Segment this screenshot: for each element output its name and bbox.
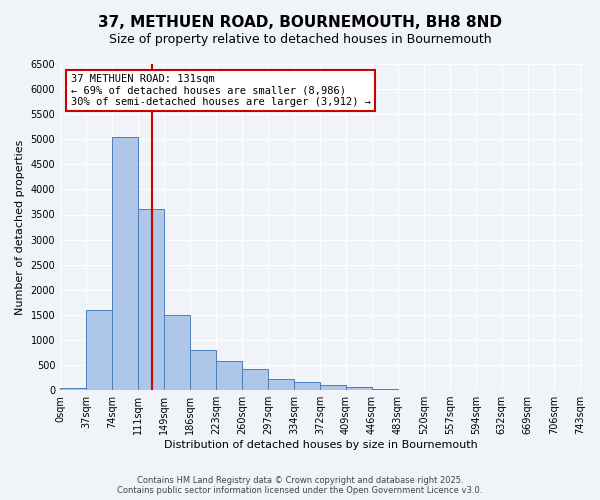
Bar	[346, 387, 372, 390]
Bar	[164, 315, 190, 390]
Bar	[216, 361, 242, 390]
Text: 37 METHUEN ROAD: 131sqm
← 69% of detached houses are smaller (8,986)
30% of semi: 37 METHUEN ROAD: 131sqm ← 69% of detache…	[71, 74, 371, 107]
Bar	[138, 210, 164, 390]
Bar	[60, 388, 86, 390]
Bar	[372, 388, 398, 390]
Text: Size of property relative to detached houses in Bournemouth: Size of property relative to detached ho…	[109, 32, 491, 46]
Bar	[268, 378, 294, 390]
Text: Contains HM Land Registry data © Crown copyright and database right 2025.
Contai: Contains HM Land Registry data © Crown c…	[118, 476, 482, 495]
Text: 37, METHUEN ROAD, BOURNEMOUTH, BH8 8ND: 37, METHUEN ROAD, BOURNEMOUTH, BH8 8ND	[98, 15, 502, 30]
X-axis label: Distribution of detached houses by size in Bournemouth: Distribution of detached houses by size …	[164, 440, 478, 450]
Bar	[294, 382, 320, 390]
Bar	[242, 369, 268, 390]
Bar	[320, 384, 346, 390]
Bar	[86, 310, 112, 390]
Bar	[112, 136, 138, 390]
Y-axis label: Number of detached properties: Number of detached properties	[15, 140, 25, 314]
Bar	[190, 350, 216, 390]
